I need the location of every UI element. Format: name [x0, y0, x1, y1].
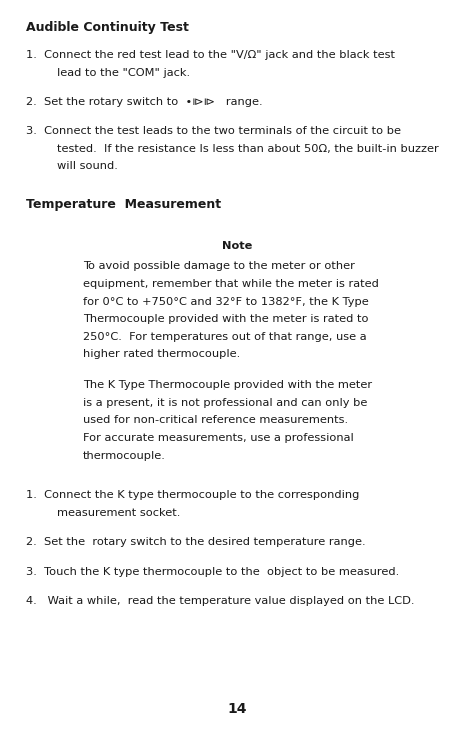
Text: 250°C.  For temperatures out of that range, use a: 250°C. For temperatures out of that rang… [83, 332, 366, 342]
Text: higher rated thermocouple.: higher rated thermocouple. [83, 349, 240, 360]
Text: 3.  Touch the K type thermocouple to the  object to be measured.: 3. Touch the K type thermocouple to the … [26, 567, 399, 577]
Text: 3.  Connect the test leads to the two terminals of the circuit to be: 3. Connect the test leads to the two ter… [26, 126, 401, 137]
Text: equipment, remember that while the meter is rated: equipment, remember that while the meter… [83, 279, 379, 289]
Text: Temperature  Measurement: Temperature Measurement [26, 198, 221, 211]
Text: 1.  Connect the red test lead to the "V/Ω" jack and the black test: 1. Connect the red test lead to the "V/Ω… [26, 50, 395, 60]
Text: To avoid possible damage to the meter or other: To avoid possible damage to the meter or… [83, 261, 355, 272]
Text: used for non-critical reference measurements.: used for non-critical reference measurem… [83, 415, 348, 426]
Text: tested.  If the resistance Is less than about 50Ω, the built-in buzzer: tested. If the resistance Is less than a… [57, 144, 438, 154]
Text: Audible Continuity Test: Audible Continuity Test [26, 21, 189, 34]
Text: Thermocouple provided with the meter is rated to: Thermocouple provided with the meter is … [83, 314, 368, 324]
Text: 14: 14 [227, 702, 247, 716]
Text: for 0°C to +750°C and 32°F to 1382°F, the K Type: for 0°C to +750°C and 32°F to 1382°F, th… [83, 297, 369, 307]
Text: The K Type Thermocouple provided with the meter: The K Type Thermocouple provided with th… [83, 380, 372, 390]
Text: For accurate measurements, use a professional: For accurate measurements, use a profess… [83, 433, 354, 443]
Text: measurement socket.: measurement socket. [57, 508, 180, 518]
Text: will sound.: will sound. [57, 161, 118, 172]
Text: is a present, it is not professional and can only be: is a present, it is not professional and… [83, 398, 367, 408]
Text: thermocouple.: thermocouple. [83, 451, 166, 461]
Text: 2.  Set the rotary switch to  •⧐⧐   range.: 2. Set the rotary switch to •⧐⧐ range. [26, 97, 263, 107]
Text: 1.  Connect the K type thermocouple to the corresponding: 1. Connect the K type thermocouple to th… [26, 490, 359, 501]
Text: Note: Note [222, 241, 252, 251]
Text: lead to the "COM" jack.: lead to the "COM" jack. [57, 68, 190, 78]
Text: 4.   Wait a while,  read the temperature value displayed on the LCD.: 4. Wait a while, read the temperature va… [26, 596, 415, 606]
Text: 2.  Set the  rotary switch to the desired temperature range.: 2. Set the rotary switch to the desired … [26, 537, 366, 548]
